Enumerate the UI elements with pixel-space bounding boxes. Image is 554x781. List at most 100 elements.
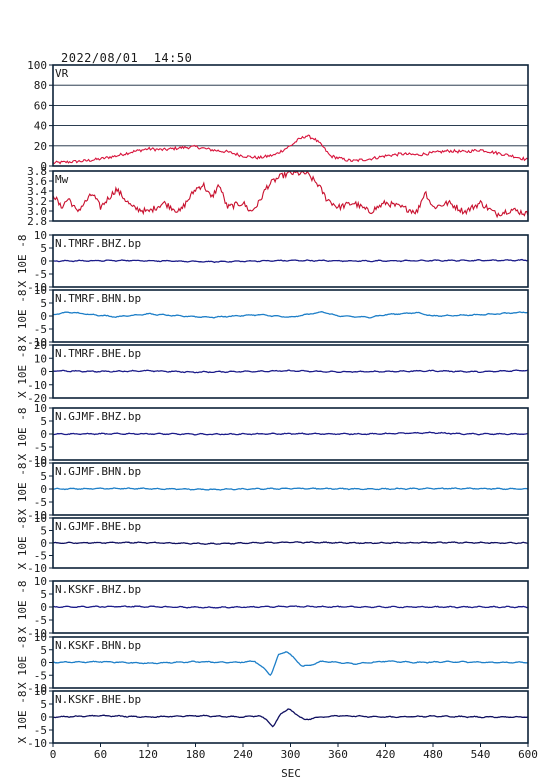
panel-label: N.KSKF.BHE.bp <box>55 693 141 706</box>
panel-label: N.TMRF.BHN.bp <box>55 292 141 305</box>
series-trace <box>52 134 529 165</box>
y-tick-label: -5 <box>34 323 47 336</box>
panel-frame <box>52 636 529 689</box>
panel-frame <box>52 517 529 569</box>
panel-label: N.GJMF.BHE.bp <box>55 520 141 533</box>
y-tick-label: 20 <box>34 140 47 153</box>
y-axis-label: X 10E -8 <box>16 636 29 689</box>
y-tick-label: -10 <box>27 336 47 349</box>
y-tick-label: 0 <box>40 255 47 268</box>
y-tick-label: -10 <box>27 682 47 695</box>
y-axis-label: X 10E -8 <box>16 463 29 516</box>
y-tick-label: 5 <box>40 470 47 483</box>
x-tick-label: 480 <box>423 748 443 761</box>
y-tick-label: 0 <box>40 601 47 614</box>
y-tick-label: 10 <box>34 575 47 588</box>
header-timestamp: 2022/08/01 14:50 <box>61 51 193 65</box>
y-axis-label: X 10E -8 <box>16 408 29 461</box>
series-trace <box>52 708 529 728</box>
y-axis-label: X 10E -8 <box>16 235 29 288</box>
x-tick-label: 540 <box>471 748 491 761</box>
y-tick-label: 60 <box>34 99 47 112</box>
y-tick-label: 10 <box>34 352 47 365</box>
y-tick-label: 10 <box>34 229 47 242</box>
x-tick-label: 240 <box>233 748 253 761</box>
y-tick-label: 0 <box>40 657 47 670</box>
y-tick-label: 20 <box>34 339 47 352</box>
y-tick-label: 5 <box>40 415 47 428</box>
y-tick-label: 10 <box>34 284 47 297</box>
y-tick-label: 3.8 <box>27 165 47 178</box>
y-tick-label: -5 <box>34 550 47 563</box>
y-tick-label: 10 <box>34 685 47 698</box>
y-tick-label: 80 <box>34 79 47 92</box>
y-tick-label: -10 <box>27 562 47 575</box>
series-trace <box>52 258 529 264</box>
x-tick-label: 0 <box>50 748 57 761</box>
x-tick-label: 60 <box>94 748 107 761</box>
y-axis-label: X 10E -8 <box>16 345 29 398</box>
panel-frame <box>52 289 529 343</box>
panel-label: Mw <box>55 173 69 186</box>
y-tick-label: 5 <box>40 588 47 601</box>
x-tick-label: 360 <box>328 748 348 761</box>
x-axis-label: SEC <box>281 767 301 780</box>
x-tick-label: 180 <box>186 748 206 761</box>
x-tick-label: 300 <box>281 748 301 761</box>
series-trace <box>52 369 529 374</box>
y-tick-label: 100 <box>27 59 47 72</box>
panel-label: N.KSKF.BHZ.bp <box>55 583 141 596</box>
y-tick-label: 40 <box>34 120 47 133</box>
y-tick-label: -5 <box>34 669 47 682</box>
panel-label: N.GJMF.BHN.bp <box>55 465 141 478</box>
y-tick-label: 3.2 <box>27 195 47 208</box>
x-tick-label: 600 <box>518 748 538 761</box>
series-trace <box>52 605 529 609</box>
y-tick-label: -5 <box>34 496 47 509</box>
y-tick-label: 2.8 <box>27 215 47 228</box>
panel-label: N.TMRF.BHZ.bp <box>55 237 141 250</box>
y-tick-label: 5 <box>40 297 47 310</box>
y-tick-label: -10 <box>27 379 47 392</box>
panel-frame <box>52 234 529 288</box>
y-tick-label: 5 <box>40 644 47 657</box>
y-tick-label: 10 <box>34 631 47 644</box>
y-axis-label: X 10E -8 <box>16 290 29 343</box>
y-tick-label: -10 <box>27 737 47 750</box>
panel-frame <box>52 462 529 516</box>
panel-frame <box>52 64 529 167</box>
series-trace <box>52 431 529 436</box>
y-tick-label: 0 <box>40 483 47 496</box>
series-trace <box>52 541 529 545</box>
panel-frame <box>52 170 529 222</box>
y-tick-label: 0 <box>40 160 47 173</box>
y-tick-label: -5 <box>34 268 47 281</box>
y-tick-label: 0 <box>40 310 47 323</box>
panel-frame <box>52 407 529 461</box>
y-tick-label: 0 <box>40 711 47 724</box>
panel-frame <box>52 344 529 399</box>
y-tick-label: -5 <box>34 441 47 454</box>
y-tick-label: 5 <box>40 698 47 711</box>
series-trace <box>52 170 529 219</box>
y-axis-label: X 10E -8 <box>16 691 29 744</box>
y-tick-label: -5 <box>34 724 47 737</box>
y-tick-label: 10 <box>34 512 47 525</box>
y-tick-label: 5 <box>40 242 47 255</box>
y-tick-label: 10 <box>34 402 47 415</box>
y-tick-label: 0 <box>40 366 47 379</box>
panel-label: N.KSKF.BHN.bp <box>55 639 141 652</box>
x-tick-label: 420 <box>376 748 396 761</box>
y-axis-label: X 10E -8 <box>16 581 29 634</box>
panel-label: N.TMRF.BHE.bp <box>55 347 141 360</box>
y-tick-label: -5 <box>34 614 47 627</box>
x-tick-label: 120 <box>138 748 158 761</box>
y-tick-label: -10 <box>27 509 47 522</box>
y-tick-label: 3.0 <box>27 205 47 218</box>
panel-label: N.GJMF.BHZ.bp <box>55 410 141 423</box>
panel-label: VR <box>55 67 69 80</box>
series-trace <box>52 651 529 676</box>
y-axis-label: X 10E -8 <box>16 517 29 570</box>
y-tick-label: 3.4 <box>27 185 47 198</box>
